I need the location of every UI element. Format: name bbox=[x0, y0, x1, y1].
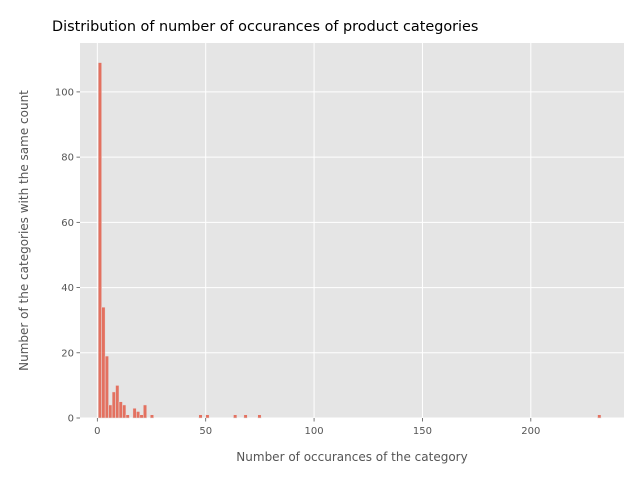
chart-title: Distribution of number of occurances of … bbox=[52, 19, 478, 35]
y-tick-label: 80 bbox=[61, 153, 74, 164]
histogram-bar bbox=[233, 414, 238, 419]
x-tick-label: 100 bbox=[305, 426, 324, 437]
histogram-bar bbox=[122, 404, 127, 419]
plot-background bbox=[80, 43, 624, 418]
y-tick-label: 20 bbox=[61, 348, 74, 359]
histogram-bar bbox=[101, 306, 106, 419]
histogram-bar bbox=[111, 391, 116, 419]
histogram-bar bbox=[108, 404, 113, 419]
histogram-bar bbox=[198, 414, 203, 419]
histogram-bar bbox=[125, 414, 130, 419]
histogram-bar bbox=[97, 62, 102, 419]
histogram-bar bbox=[243, 414, 248, 419]
histogram-bar bbox=[139, 414, 144, 419]
y-axis-label: Number of the categories with the same c… bbox=[17, 90, 31, 371]
x-tick-label: 200 bbox=[521, 426, 540, 437]
y-axis-ticks: 0 20 40 60 80 100 bbox=[55, 87, 80, 425]
x-tick-label: 0 bbox=[94, 426, 100, 437]
x-axis-ticks: 0 50 100 150 200 bbox=[94, 418, 540, 437]
histogram-bar bbox=[136, 411, 141, 419]
y-tick-label: 60 bbox=[61, 218, 74, 229]
histogram-bar bbox=[104, 355, 109, 419]
x-tick-label: 50 bbox=[199, 426, 212, 437]
histogram-bar bbox=[597, 414, 602, 419]
x-axis-label: Number of occurances of the category bbox=[236, 450, 467, 464]
x-tick-label: 150 bbox=[413, 426, 432, 437]
y-tick-label: 40 bbox=[61, 283, 74, 294]
y-tick-label: 0 bbox=[68, 414, 74, 425]
y-tick-label: 100 bbox=[55, 87, 74, 98]
bars bbox=[97, 62, 602, 419]
grid bbox=[80, 43, 624, 419]
histogram-bar bbox=[205, 414, 210, 419]
histogram-bar bbox=[257, 414, 262, 419]
histogram-bar bbox=[115, 385, 120, 419]
histogram-bar bbox=[132, 407, 137, 419]
histogram-bar bbox=[118, 401, 123, 419]
histogram-bar bbox=[149, 414, 154, 419]
histogram-bar bbox=[143, 404, 148, 419]
